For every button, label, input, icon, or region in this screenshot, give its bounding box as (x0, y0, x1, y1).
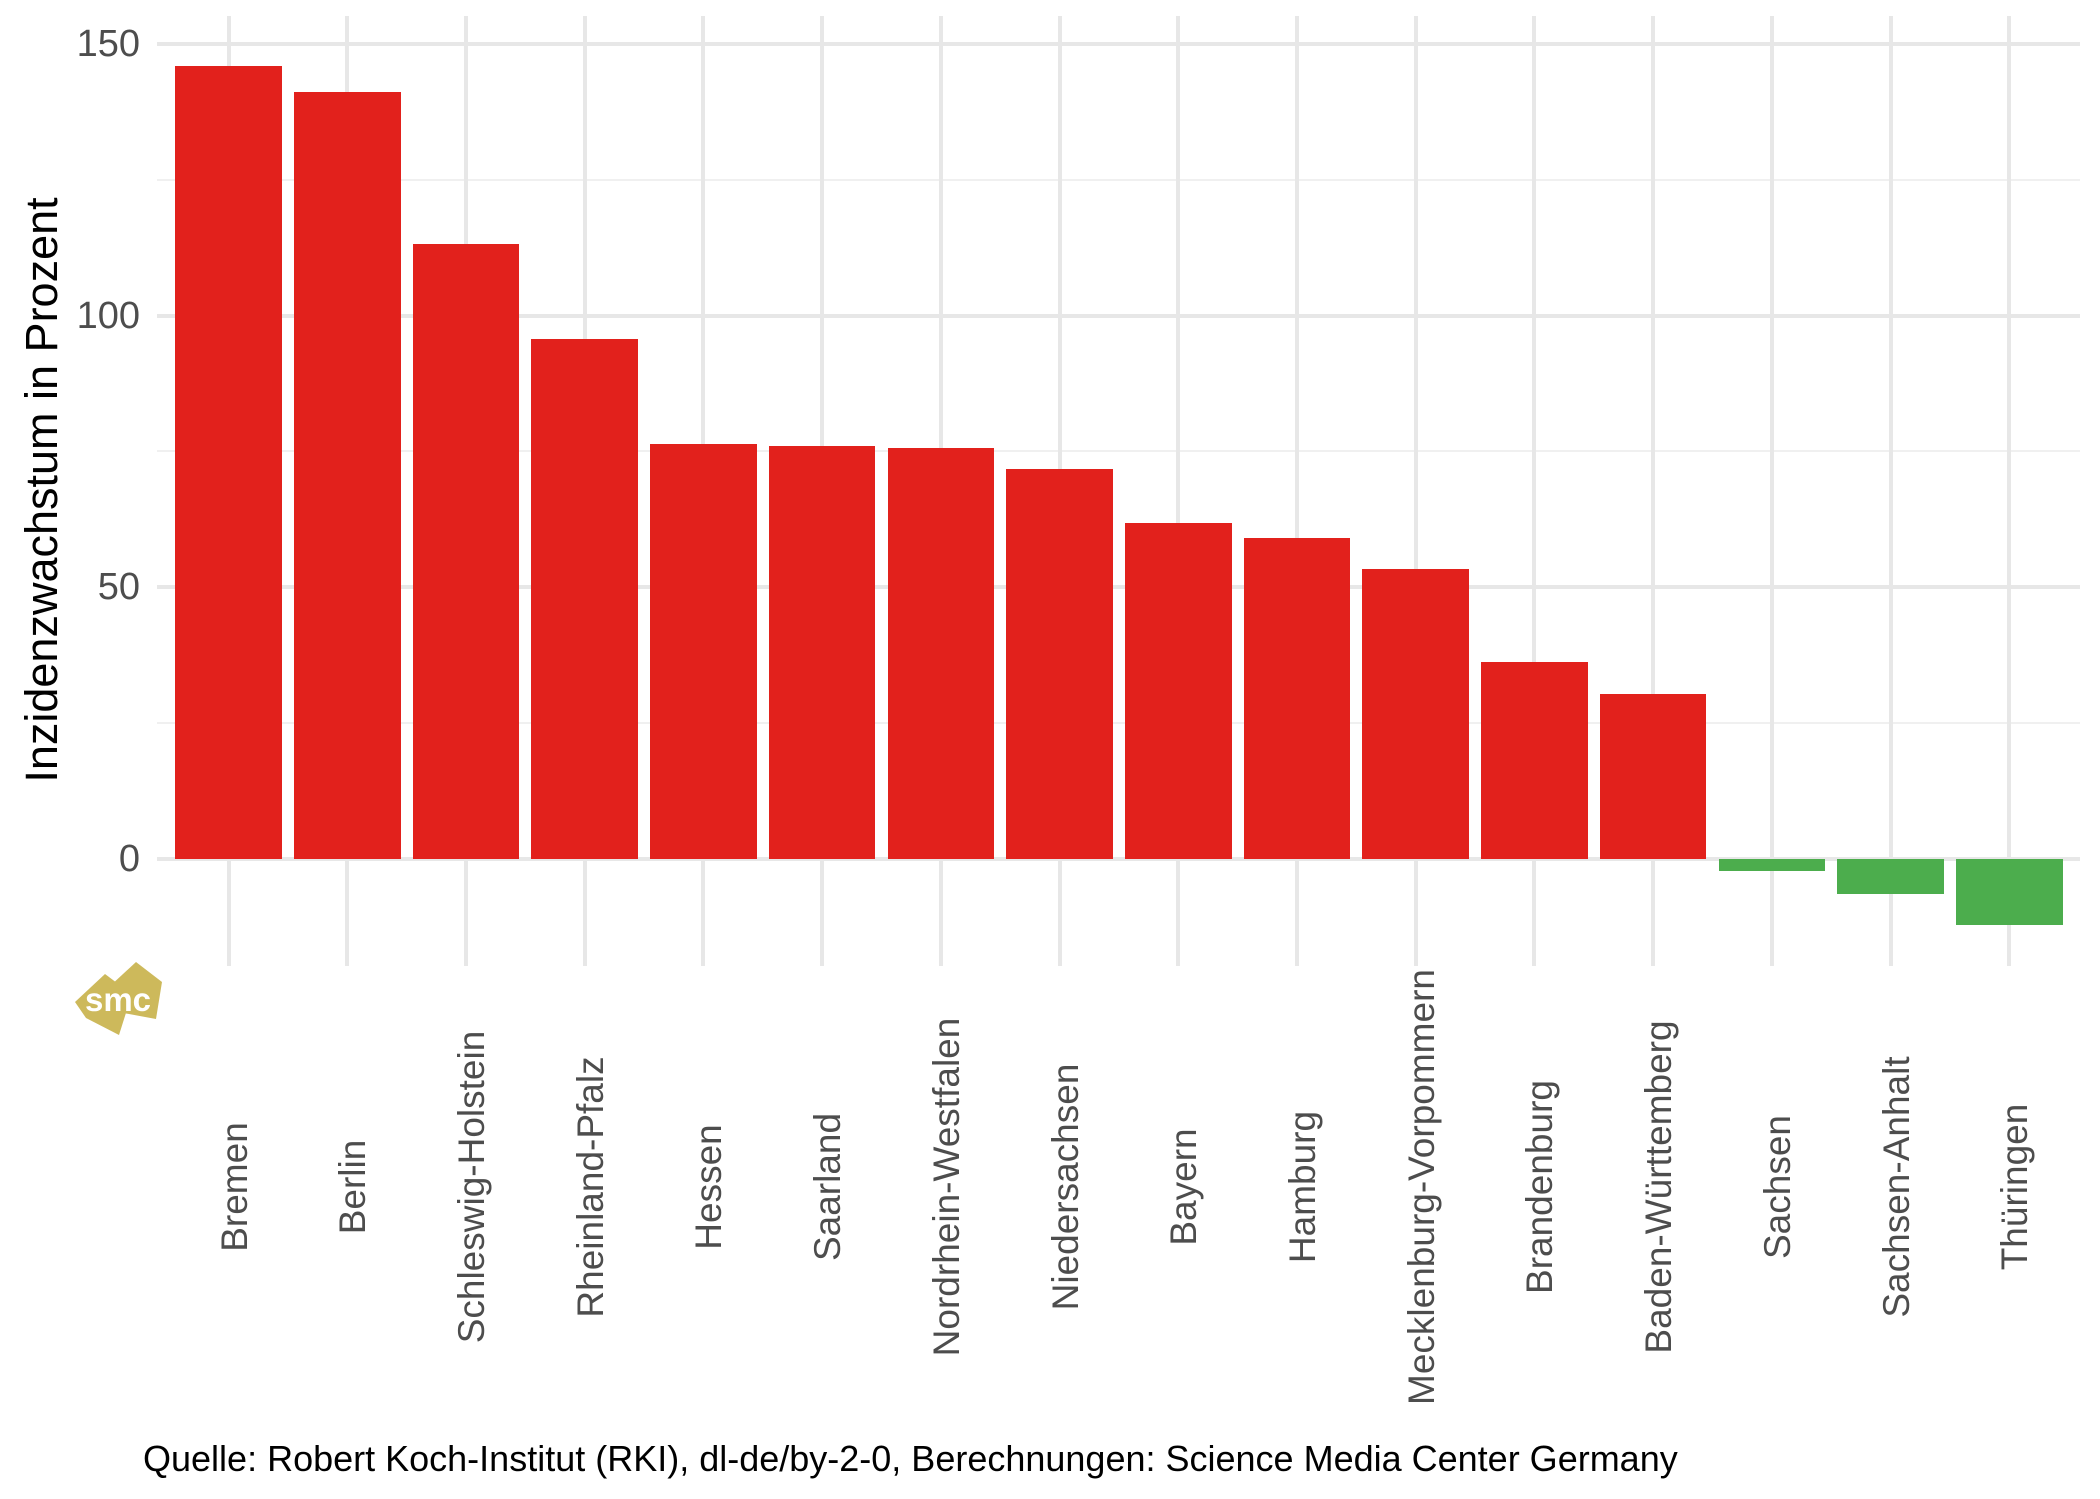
x-tick-label-Bayern: Bayern (1163, 1128, 1205, 1246)
gridline-vertical-major (1176, 16, 1181, 966)
gridline-vertical-major (1294, 16, 1299, 966)
smc-watermark-logo: smc (75, 962, 162, 1035)
gridline-horizontal-minor (157, 722, 2080, 725)
x-tick-label-Sachsen-Anhalt: Sachsen-Anhalt (1875, 1056, 1917, 1318)
bar-Schleswig-Holstein (412, 244, 520, 860)
x-tick-label-Thüringen: Thüringen (1994, 1103, 2036, 1271)
bar-Bayern (1125, 523, 1232, 860)
source-caption: Quelle: Robert Koch-Institut (RKI), dl-d… (143, 1438, 1678, 1479)
y-tick-label: 50 (97, 566, 140, 609)
x-tick-label-Berlin: Berlin (332, 1139, 374, 1235)
bar-Bremen (175, 65, 282, 860)
x-tick-label-Niedersachsen: Niedersachsen (1044, 1063, 1086, 1311)
x-tick-label-Bremen: Bremen (213, 1122, 255, 1252)
bar-Berlin (294, 92, 401, 860)
bar-Nordrhein-Westfalen (887, 448, 995, 860)
bar-Rheinland-Pfalz (531, 338, 638, 860)
gridline-vertical-major (1532, 16, 1537, 966)
x-tick-label-Hessen: Hessen (688, 1124, 730, 1250)
bar-Mecklenburg-Vorpommern (1362, 568, 1469, 860)
bar-Hessen (650, 443, 757, 860)
x-tick-label-Mecklenburg-Vorpommern: Mecklenburg-Vorpommern (1400, 969, 1442, 1405)
gridline-vertical-major (2007, 16, 2012, 966)
x-tick-label-Brandenburg: Brandenburg (1519, 1080, 1561, 1294)
gridline-horizontal-minor (157, 178, 2080, 181)
x-tick-label-Saarland: Saarland (807, 1112, 849, 1262)
x-tick-label-Baden-Württemberg: Baden-Württemberg (1638, 1020, 1680, 1354)
gridline-horizontal-major (157, 585, 2080, 590)
bar-Sachsen-Anhalt (1837, 859, 1944, 894)
y-tick-label: 150 (76, 22, 140, 65)
gridline-horizontal-minor (157, 450, 2080, 453)
smc-logo-text: smc (85, 981, 151, 1018)
bar-Hamburg (1243, 537, 1351, 860)
gridline-vertical-major (1413, 16, 1418, 966)
x-tick-label-Rheinland-Pfalz: Rheinland-Pfalz (569, 1056, 611, 1318)
bar-Sachsen (1718, 859, 1826, 872)
gridline-vertical-major (1888, 16, 1893, 966)
x-tick-label-Sachsen: Sachsen (1756, 1115, 1798, 1259)
gridline-horizontal-major (157, 41, 2080, 46)
bar-Niedersachsen (1006, 468, 1113, 860)
gridline-vertical-major (1651, 16, 1656, 966)
y-axis-title: Inzidenzwachstum in Prozent (16, 197, 67, 783)
y-tick-label: 100 (76, 294, 140, 337)
bar-Baden-Württemberg (1599, 693, 1707, 860)
x-tick-label-Hamburg: Hamburg (1281, 1110, 1323, 1264)
smc-logo-shape-right (109, 962, 162, 1019)
bar-Thüringen (1956, 859, 2063, 925)
y-tick-label: 0 (118, 838, 140, 881)
gridline-horizontal-major (157, 857, 2080, 862)
bar-Saarland (768, 445, 876, 860)
x-tick-label-Nordrhein-Westfalen: Nordrhein-Westfalen (925, 1017, 967, 1357)
plot-panel (157, 16, 2080, 966)
gridline-horizontal-major (157, 313, 2080, 318)
gridline-vertical-major (1769, 16, 1774, 966)
x-tick-label-Schleswig-Holstein: Schleswig-Holstein (451, 1030, 493, 1344)
bar-Brandenburg (1481, 661, 1588, 860)
